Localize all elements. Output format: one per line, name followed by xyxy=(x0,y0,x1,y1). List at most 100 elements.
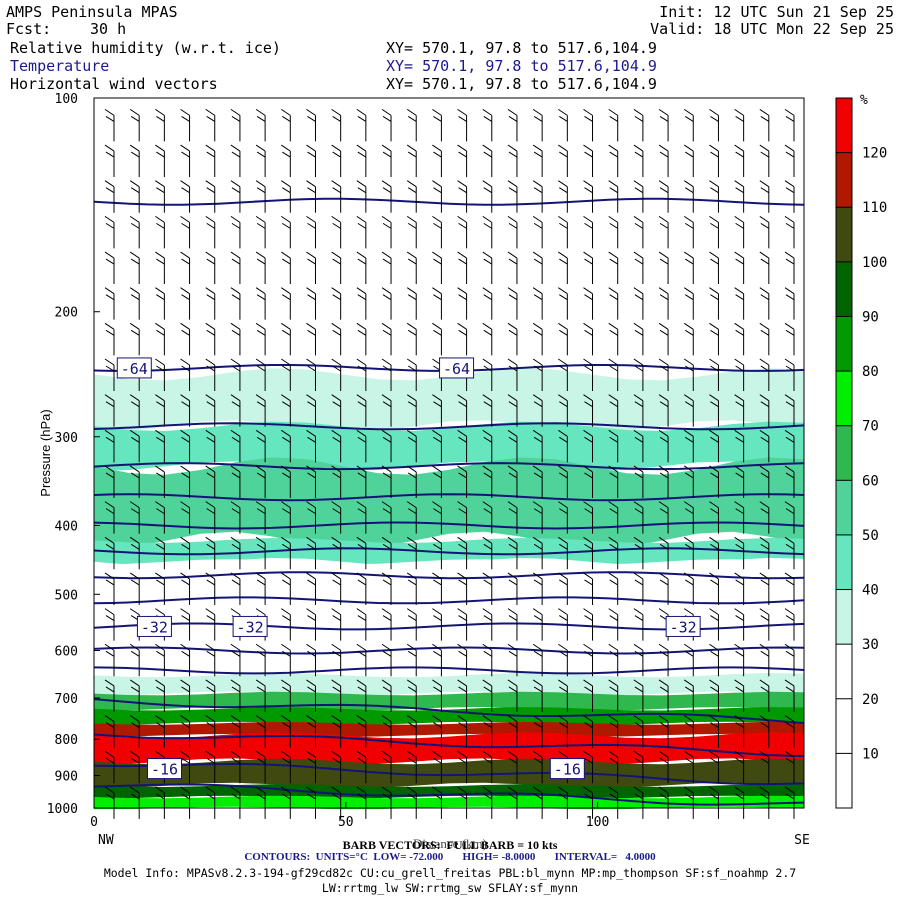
wind-barb-flag xyxy=(433,222,442,229)
wind-barb-flag xyxy=(457,465,467,473)
wind-barb-flag xyxy=(255,750,266,758)
wind-barb-flag xyxy=(306,215,316,223)
wind-barb-flag xyxy=(784,394,795,402)
wind-barb-flag xyxy=(533,294,543,301)
wind-barb-flag xyxy=(105,294,115,301)
contour-label-box xyxy=(146,758,182,780)
wind-barb-flag xyxy=(180,643,190,651)
wind-barb-flag xyxy=(683,144,694,152)
wind-barb-flag xyxy=(483,579,493,586)
wind-barb-flag xyxy=(181,579,190,586)
wind-barb-flag xyxy=(255,465,266,473)
wind-barb-flag xyxy=(105,543,115,550)
wind-barb-flag xyxy=(129,608,140,616)
wind-barb-flag xyxy=(406,215,417,223)
wind-barb-flag xyxy=(609,615,618,622)
y-tick-label: 200 xyxy=(55,306,78,321)
wind-barb-flag xyxy=(760,650,770,657)
wind-barb-flag xyxy=(482,287,493,295)
wind-barb-flag xyxy=(307,294,316,301)
wind-barb-flag xyxy=(559,543,568,550)
rh-band xyxy=(94,707,804,726)
wind-barb-flag xyxy=(105,258,115,265)
wind-barb-flag xyxy=(381,572,392,580)
wind-barb-flag xyxy=(332,686,341,693)
wind-barb-flag xyxy=(659,222,669,229)
wind-barb-flag xyxy=(407,151,417,158)
wind-barb-flag xyxy=(156,258,165,265)
wind-barb-flag xyxy=(256,722,266,729)
wind-barb-flag xyxy=(307,329,316,336)
wind-barb-flag xyxy=(584,294,593,301)
wind-barb-flag xyxy=(205,251,216,259)
wind-barb-flag xyxy=(784,679,795,687)
wind-barb-flag xyxy=(659,401,669,408)
wind-barb-flag xyxy=(710,472,719,479)
wind-barb-flag xyxy=(205,786,216,794)
wind-barb-flag xyxy=(433,793,442,800)
wind-barb-flag xyxy=(256,329,266,336)
wind-barb-flag xyxy=(608,715,618,722)
wind-barb-flag xyxy=(483,686,493,693)
wind-barb-flag xyxy=(432,394,442,402)
colorbar-swatch xyxy=(836,425,852,481)
wind-barb-flag xyxy=(608,394,618,402)
wind-barb-flag xyxy=(507,679,518,687)
wind-barb-flag xyxy=(735,401,744,408)
wind-barb-flag xyxy=(658,679,669,687)
wind-barb-flag xyxy=(156,686,165,693)
wind-barb-flag xyxy=(584,508,593,515)
wind-barb-flag xyxy=(608,786,618,794)
wind-barb-flag xyxy=(583,786,593,794)
wind-barb-flag xyxy=(634,757,644,764)
wind-barb-flag xyxy=(759,465,770,473)
wind-barb-flag xyxy=(407,187,417,194)
wind-barb-flag xyxy=(785,722,795,729)
wind-barb-flag xyxy=(156,543,165,550)
wind-barb-flag xyxy=(130,579,140,586)
wind-barb-flag xyxy=(709,679,719,687)
wind-barb-flag xyxy=(332,615,341,622)
wind-barb-flag xyxy=(508,722,518,729)
wind-barb-flag xyxy=(307,436,316,443)
wind-barb-flag xyxy=(634,258,644,265)
wind-barb-flag xyxy=(382,650,392,657)
wind-barb-flag xyxy=(381,322,392,330)
wind-barb-flag xyxy=(282,508,291,515)
wind-barb-flag xyxy=(206,329,216,336)
wind-barb-flag xyxy=(658,251,669,259)
wind-barb-flag xyxy=(559,793,568,800)
wind-barb-flag xyxy=(406,358,417,366)
wind-barb-flag xyxy=(759,322,770,330)
wind-barb-flag xyxy=(508,472,518,479)
wind-barb-flag xyxy=(381,715,392,722)
wind-barb-flag xyxy=(608,180,618,188)
wind-barb-flag xyxy=(684,650,694,657)
wind-barb-flag xyxy=(634,365,644,372)
wind-barb-flag xyxy=(583,465,593,473)
wind-barb-flag xyxy=(785,222,795,229)
contour-label-box xyxy=(116,357,152,379)
wind-barb-flag xyxy=(482,144,493,152)
wind-barb-flag xyxy=(608,536,618,544)
wind-barb-flag xyxy=(658,287,669,295)
wind-barb-flag xyxy=(483,472,493,479)
wind-barb-flag xyxy=(658,358,669,366)
wind-barb-flag xyxy=(155,322,165,330)
wind-barb-flag xyxy=(658,572,669,580)
wind-barb-flag xyxy=(156,793,165,800)
wind-barb-flag xyxy=(784,358,795,366)
wind-barb-flag xyxy=(482,108,493,116)
wind-barb-flag xyxy=(508,401,518,408)
x-end-label-se: SE xyxy=(794,833,810,848)
wind-barb-flag xyxy=(482,429,493,437)
wind-barb-flag xyxy=(331,108,341,116)
wind-barb-flag xyxy=(206,579,216,586)
wind-barb-flag xyxy=(230,572,241,580)
wind-barb-flag xyxy=(331,358,341,366)
wind-barb-flag xyxy=(633,429,644,437)
wind-barb-flag xyxy=(457,108,467,116)
wind-barb-flag xyxy=(307,757,316,764)
wind-barb-flag xyxy=(684,543,694,550)
wind-barb-flag xyxy=(231,757,241,764)
